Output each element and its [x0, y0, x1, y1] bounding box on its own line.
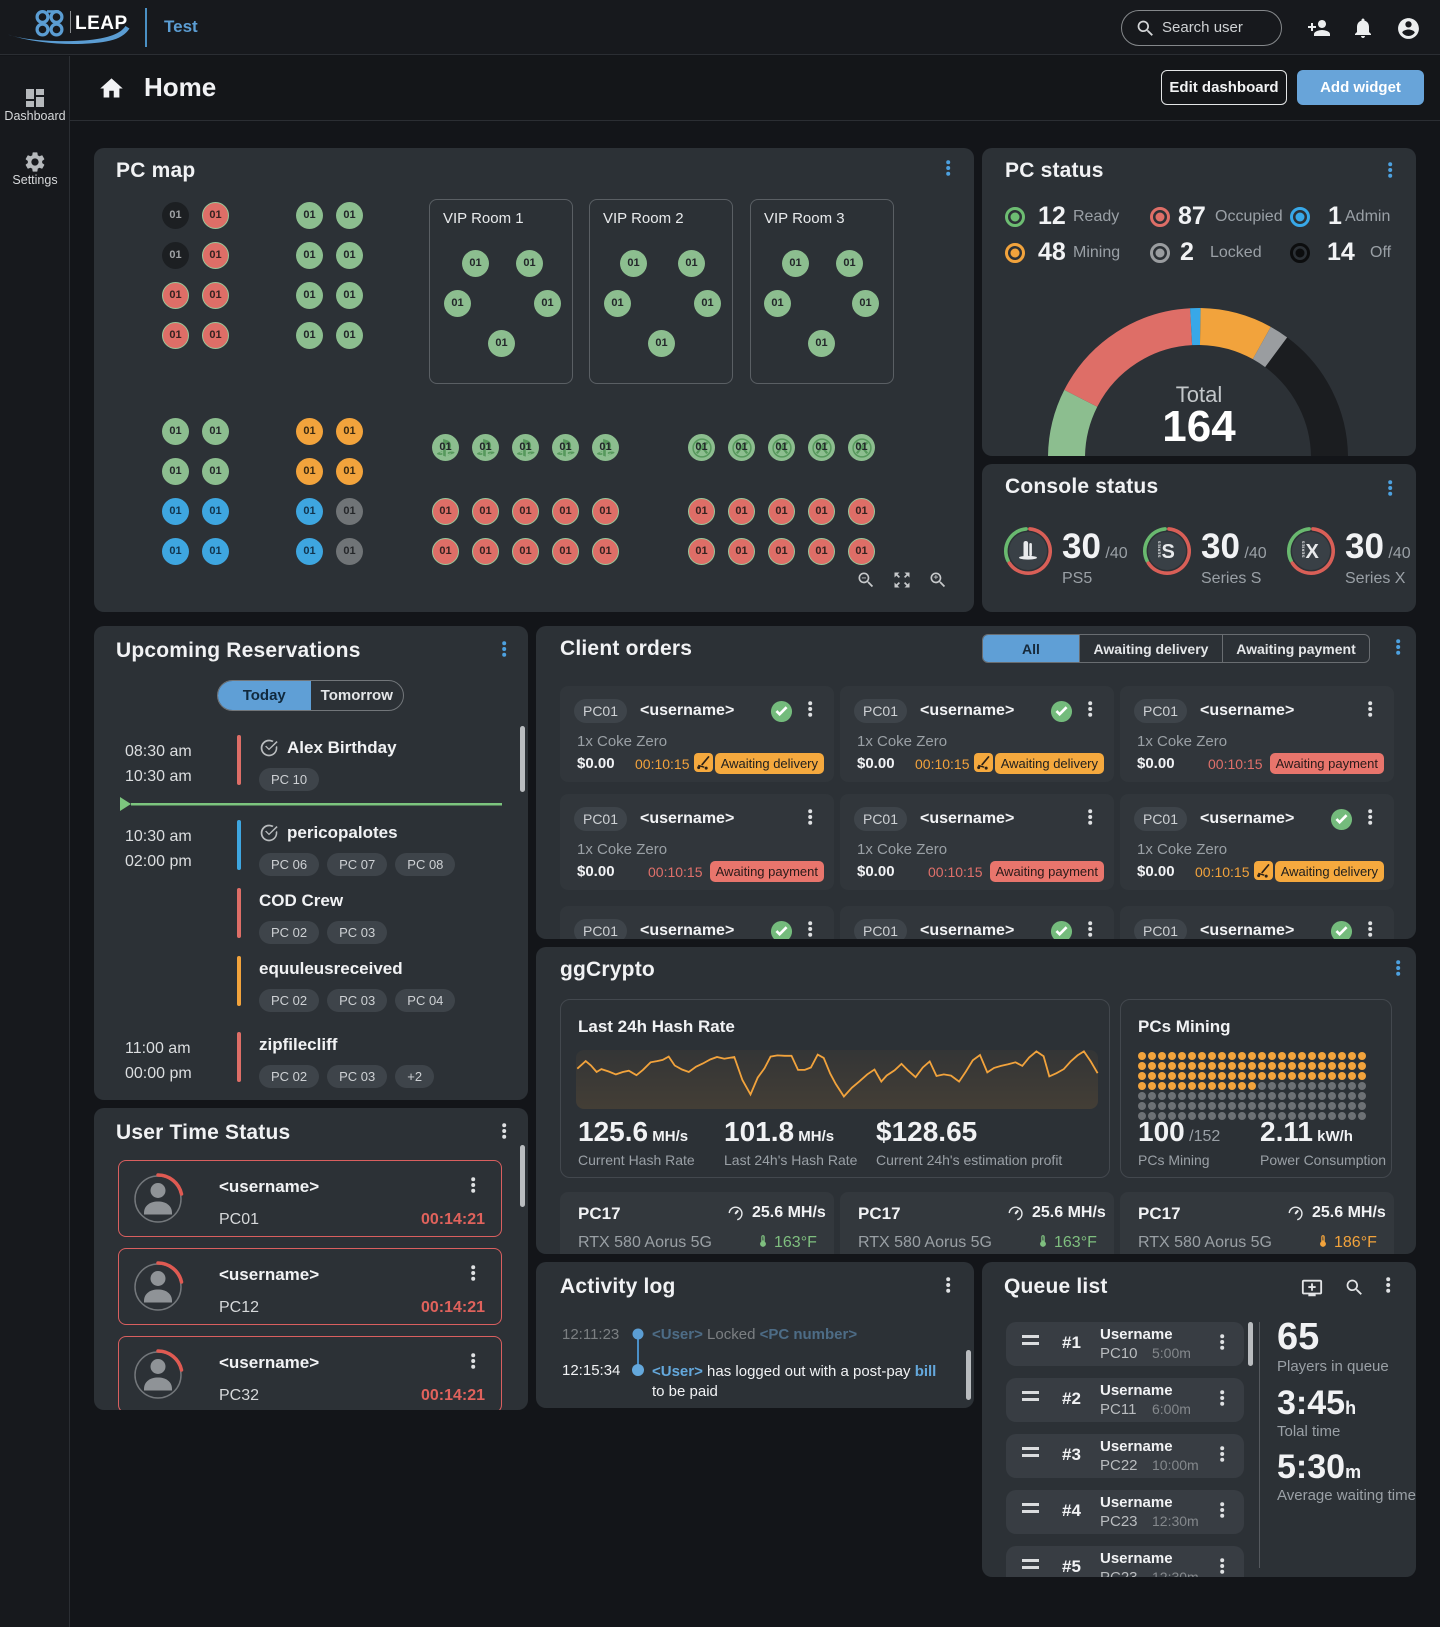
svg-text:X: X — [1306, 541, 1320, 563]
svg-text:S: S — [1162, 541, 1175, 563]
svg-text:SERIES: SERIES — [1157, 540, 1162, 557]
svg-text:SERIES: SERIES — [1301, 540, 1306, 557]
